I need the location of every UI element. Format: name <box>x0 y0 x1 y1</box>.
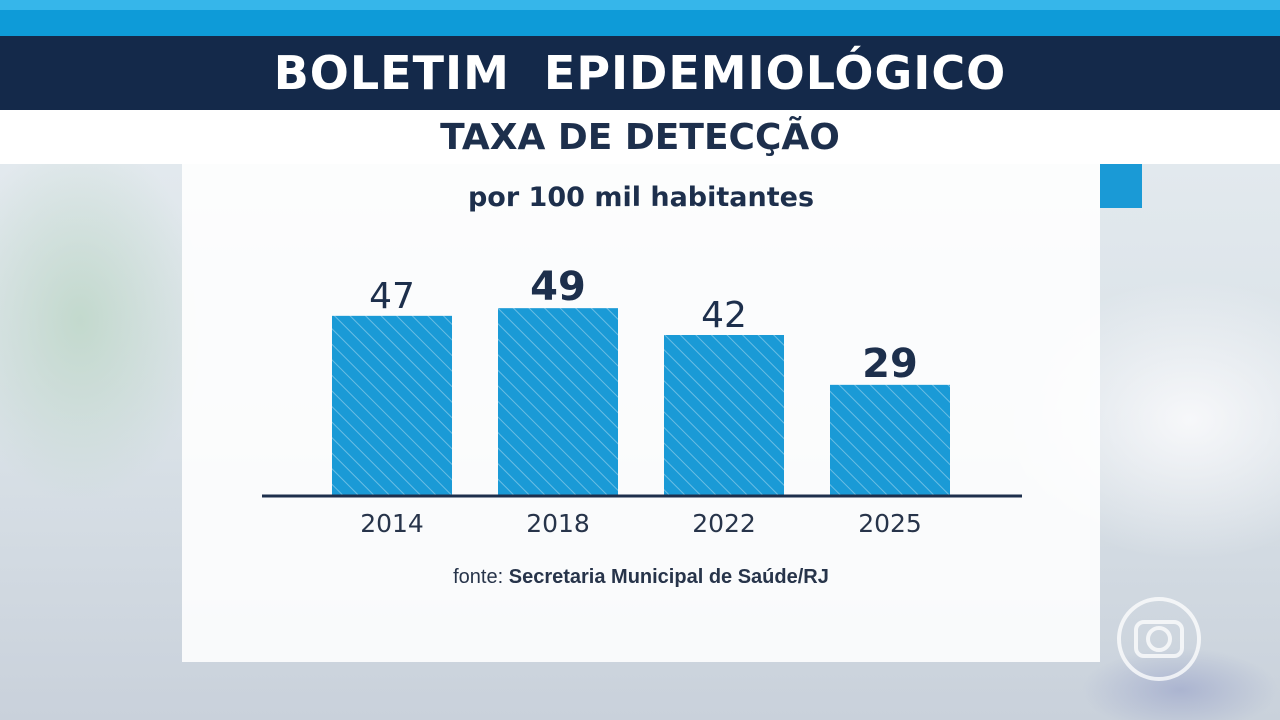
chart-unit-label: por 100 mil habitantes <box>467 182 815 213</box>
x-tick-label-2022: 2022 <box>692 509 756 538</box>
source-note: fonte: Secretaria Municipal de Saúde/RJ <box>182 566 1100 589</box>
bar-2018 <box>498 308 618 496</box>
x-tick-label-2025: 2025 <box>858 509 922 538</box>
x-tick-label-2014: 2014 <box>360 509 424 538</box>
page-title: BOLETIM EPIDEMIOLÓGICO <box>273 46 1007 100</box>
top-accent-strip <box>0 0 1280 10</box>
source-organization: Secretaria Municipal de Saúde/RJ <box>508 566 829 588</box>
chart-title: TAXA DE DETECÇÃO <box>440 116 840 158</box>
subtitle-band: TAXA DE DETECÇÃO <box>0 110 1280 164</box>
data-label-2025: 29 <box>862 341 918 387</box>
title-band: BOLETIM EPIDEMIOLÓGICO <box>0 36 1280 110</box>
top-accent-band <box>0 10 1280 36</box>
accent-stripe <box>1100 164 1142 208</box>
bar-2025 <box>830 384 950 496</box>
bar-2022 <box>664 335 784 496</box>
bar-chart: 47 2014 49 2018 42 2022 29 2025 <box>262 264 1022 538</box>
chart-panel: por 100 mil habitantes 47 2014 49 2018 42 202… <box>182 164 1100 662</box>
bar-2014 <box>332 315 452 496</box>
data-label-2018: 49 <box>530 264 586 310</box>
data-label-2014: 47 <box>369 276 415 317</box>
source-label: fonte: <box>453 566 504 588</box>
globo-logo-icon <box>1117 597 1201 681</box>
x-tick-label-2018: 2018 <box>526 509 590 538</box>
data-label-2022: 42 <box>701 295 747 336</box>
